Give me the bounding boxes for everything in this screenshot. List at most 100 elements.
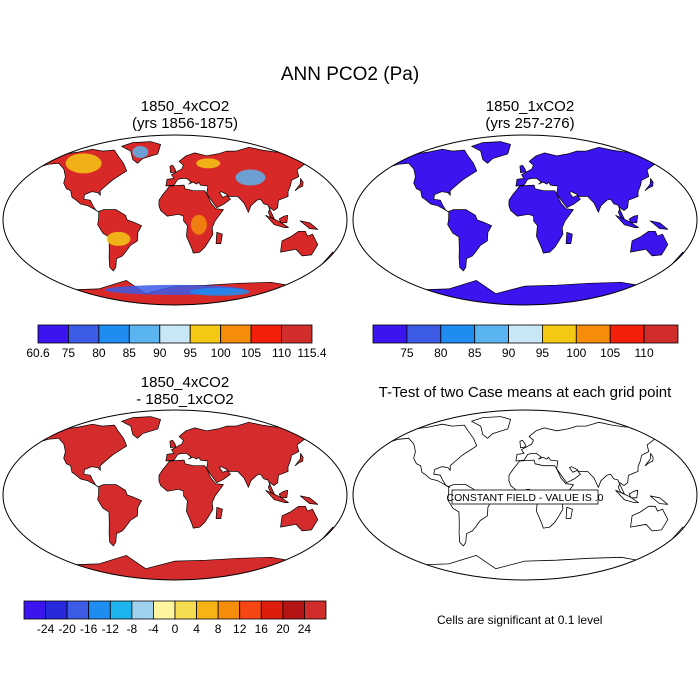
continent-greenland <box>121 416 161 439</box>
constant-field-text: CONSTANT FIELD - VALUE IS .0 <box>447 492 604 504</box>
colorbar-1-tick-label: 90 <box>153 346 167 360</box>
continent-australia <box>630 505 669 532</box>
constant-field-label: CONSTANT FIELD - VALUE IS .0 <box>447 489 604 505</box>
continent-north-america <box>39 148 128 213</box>
colorbar-2-tick-label: 110 <box>635 346 654 360</box>
panel-2-title-line2: (yrs 257-276) <box>485 115 575 132</box>
continent-north-america <box>388 423 478 488</box>
continent-new-guinea <box>299 495 319 505</box>
continent-borneo <box>278 489 289 499</box>
continent-uk <box>519 164 527 174</box>
map-border-3 <box>2 409 348 581</box>
continent-south-america <box>447 209 492 272</box>
continent-new-guinea <box>649 495 669 505</box>
panel-3-title-line1: 1850_4xCO2 <box>140 374 230 391</box>
colorbar-3-tick-label: -12 <box>102 622 120 636</box>
colorbar-1-tick-label: 85 <box>123 346 137 360</box>
colorbar-3-tick-label: -8 <box>127 622 138 636</box>
colorbar-2: 75 80 85 90 95 100 105 110 <box>372 324 679 360</box>
continent-new-guinea <box>649 220 669 230</box>
panel-1-title-line2: (yrs 1856-1875) <box>132 115 238 132</box>
continent-greenland <box>471 141 511 164</box>
continent-arabia-madagascar <box>215 506 223 519</box>
colorbar-3-tick-label: -20 <box>58 622 76 636</box>
colorbar-3-tick-label: 0 <box>172 622 179 636</box>
continent-borneo <box>628 214 639 224</box>
continent-indonesia <box>615 489 639 504</box>
continent-indonesia <box>265 214 289 228</box>
constant-field-box <box>451 489 599 505</box>
colorbar-3-swatch <box>131 600 154 620</box>
map-panel-1 <box>2 134 348 306</box>
map-panel-3 <box>2 409 348 581</box>
patch-canada <box>65 153 102 174</box>
panel-3-title: 1850_4xCO2 - 1850_1xCO2 <box>20 374 350 408</box>
colorbar-3: -24 -20 -16 -12 -8 -4 0 4 8 12 16 20 24 <box>23 600 327 636</box>
colorbar-1-swatch <box>68 324 100 344</box>
colorbar-2-swatch <box>508 324 543 344</box>
continent-japan <box>294 178 304 192</box>
continent-japan <box>644 178 654 192</box>
colorbar-3-swatch <box>152 600 176 620</box>
continent-greenland <box>471 416 512 439</box>
colorbar-2-swatch <box>440 324 476 344</box>
continent-africa <box>508 184 574 254</box>
colorbar-2-tick-label: 75 <box>400 346 414 360</box>
colorbar-3-tick-label: 24 <box>298 622 312 636</box>
continent-north-america <box>389 148 478 213</box>
colorbar-2-swatch <box>406 324 442 344</box>
panel-2-title: 1850_1xCO2 (yrs 257-276) <box>365 98 695 132</box>
page-title: ANN PCO2 (Pa) <box>280 64 420 85</box>
continent-south-america <box>97 484 142 547</box>
colorbar-3-swatch <box>66 600 90 620</box>
colorbar-1-tick-label: 105 <box>241 346 261 360</box>
colorbar-3-swatch <box>196 600 219 620</box>
map-border-2 <box>352 134 698 306</box>
continent-uk <box>519 439 527 449</box>
colorbar-3-swatch <box>239 600 262 620</box>
panel-1-patches <box>65 146 266 296</box>
colorbar-1-swatch <box>250 324 282 344</box>
continent-borneo <box>628 489 639 499</box>
colorbar-3-swatch <box>174 600 198 620</box>
colorbar-3-swatch <box>88 600 111 620</box>
colorbar-1-swatch <box>128 324 161 344</box>
continent-eurasia <box>515 421 670 495</box>
panel-2-title-line1: 1850_1xCO2 <box>485 98 575 115</box>
continent-arabia-madagascar <box>565 231 573 244</box>
map-border-4 <box>352 409 698 581</box>
colorbar-1: 60.6 75 80 85 90 95 100 105 110 115.4 <box>26 324 327 360</box>
continent-uk <box>169 439 177 449</box>
colorbar-3-tick-label: 16 <box>255 622 269 636</box>
colorbar-1-swatch <box>37 324 69 344</box>
colorbar-1-tick-label: 110 <box>272 346 291 360</box>
panel-4-title: T-Test of two Case means at each grid po… <box>345 384 700 401</box>
colorbar-1-swatch <box>189 324 221 344</box>
colorbar-3-swatch <box>45 600 68 620</box>
continent-indonesia <box>615 214 639 228</box>
colorbar-1-swatch <box>159 324 191 344</box>
map-panel-2 <box>352 134 698 306</box>
continent-japan <box>644 452 654 467</box>
colorbar-2-tick-label: 80 <box>434 346 448 360</box>
colorbar-3-tick-label: -16 <box>80 622 98 636</box>
panel-4-title-line1: T-Test of two Case means at each grid po… <box>378 384 672 401</box>
continent-arabia-madagascar <box>565 506 573 519</box>
patch-antarctica-east <box>189 287 250 296</box>
colorbar-2-swatch <box>575 324 611 344</box>
colorbar-2-tick-label: 95 <box>536 346 550 360</box>
panel-3-title-line2: - 1850_1xCO2 <box>136 391 234 408</box>
colorbar-1-tick-label: 95 <box>184 346 198 360</box>
patch-greenland <box>132 146 149 158</box>
significance-note: Cells are significant at 0.1 level <box>437 613 603 627</box>
continent-australia <box>630 230 669 257</box>
colorbar-3-tick-label: 4 <box>193 622 200 636</box>
continent-arabia-madagascar <box>215 231 223 244</box>
colorbar-1-tick-label: 75 <box>62 346 76 360</box>
colorbar-2-tick-label: 85 <box>468 346 482 360</box>
continent-uk <box>169 164 177 174</box>
continent-indonesia <box>265 489 289 503</box>
colorbar-3-tick-label: 8 <box>215 622 222 636</box>
patch-central-asia <box>235 169 266 186</box>
